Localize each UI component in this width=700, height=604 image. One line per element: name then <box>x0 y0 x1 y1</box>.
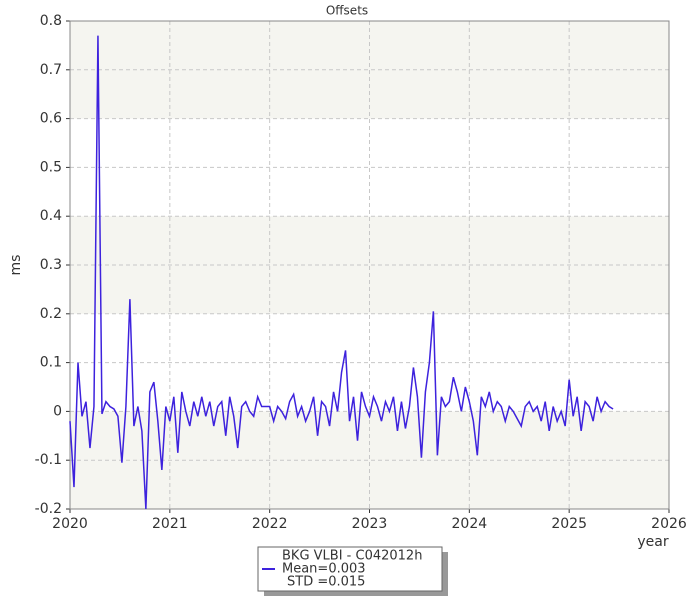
legend-stat: Mean=0.003 <box>282 562 366 577</box>
x-tick-label: 2025 <box>551 516 587 532</box>
y-tick-label: 0.8 <box>40 13 62 29</box>
y-tick-label: 0.5 <box>40 159 62 175</box>
y-tick-label: 0 <box>53 403 62 419</box>
y-tick-label: -0.1 <box>35 452 62 468</box>
y-tick-label: 0.2 <box>40 306 62 322</box>
chart-title: Offsets <box>326 4 368 18</box>
y-tick-label: 0.3 <box>40 257 62 273</box>
y-tick-label: -0.2 <box>35 501 62 517</box>
x-axis-label: year <box>637 534 668 550</box>
legend-box <box>257 546 443 592</box>
x-tick-label: 2026 <box>651 516 687 532</box>
y-tick-label: 0.4 <box>40 208 62 224</box>
x-tick-label: 2022 <box>252 516 288 532</box>
x-tick-label: 2020 <box>52 516 88 532</box>
x-tick-label: 2024 <box>452 516 488 532</box>
data-line <box>69 35 614 510</box>
y-tick-label: 0.7 <box>40 62 62 78</box>
y-axis-label: ms <box>8 255 24 276</box>
y-tick-label: 0.1 <box>40 355 62 371</box>
plot-frame <box>69 20 670 510</box>
y-tick-label: 0.6 <box>40 111 62 127</box>
x-tick-label: 2023 <box>352 516 388 532</box>
legend-stat: STD =0.015 <box>287 575 365 590</box>
x-tick-label: 2021 <box>152 516 188 532</box>
legend-label: BKG VLBI - C042012h <box>282 549 422 564</box>
